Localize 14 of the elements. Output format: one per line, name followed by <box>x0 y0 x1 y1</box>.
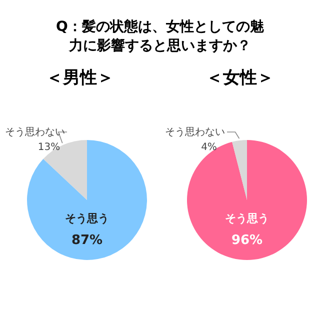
slice-label: そう思う <box>225 212 269 225</box>
data-label: 96% <box>231 233 263 248</box>
chart-title: Q：髪の状態は、女性としての魅力に影響すると思いますか？ <box>55 18 265 56</box>
data-label: 87% <box>71 233 103 248</box>
slice-label: そう思わない <box>5 127 65 138</box>
chart-subtitle: ＜男性＞ <box>45 67 115 90</box>
data-label: 4% <box>201 142 217 153</box>
slice-label: そう思わない <box>165 127 225 138</box>
chart-subtitle: ＜女性＞ <box>205 67 275 90</box>
pie-slice <box>232 140 247 200</box>
slice-label: そう思う <box>65 212 109 225</box>
pie-slice <box>27 140 147 260</box>
pie-slice <box>187 140 307 260</box>
data-label: 13% <box>38 142 60 153</box>
